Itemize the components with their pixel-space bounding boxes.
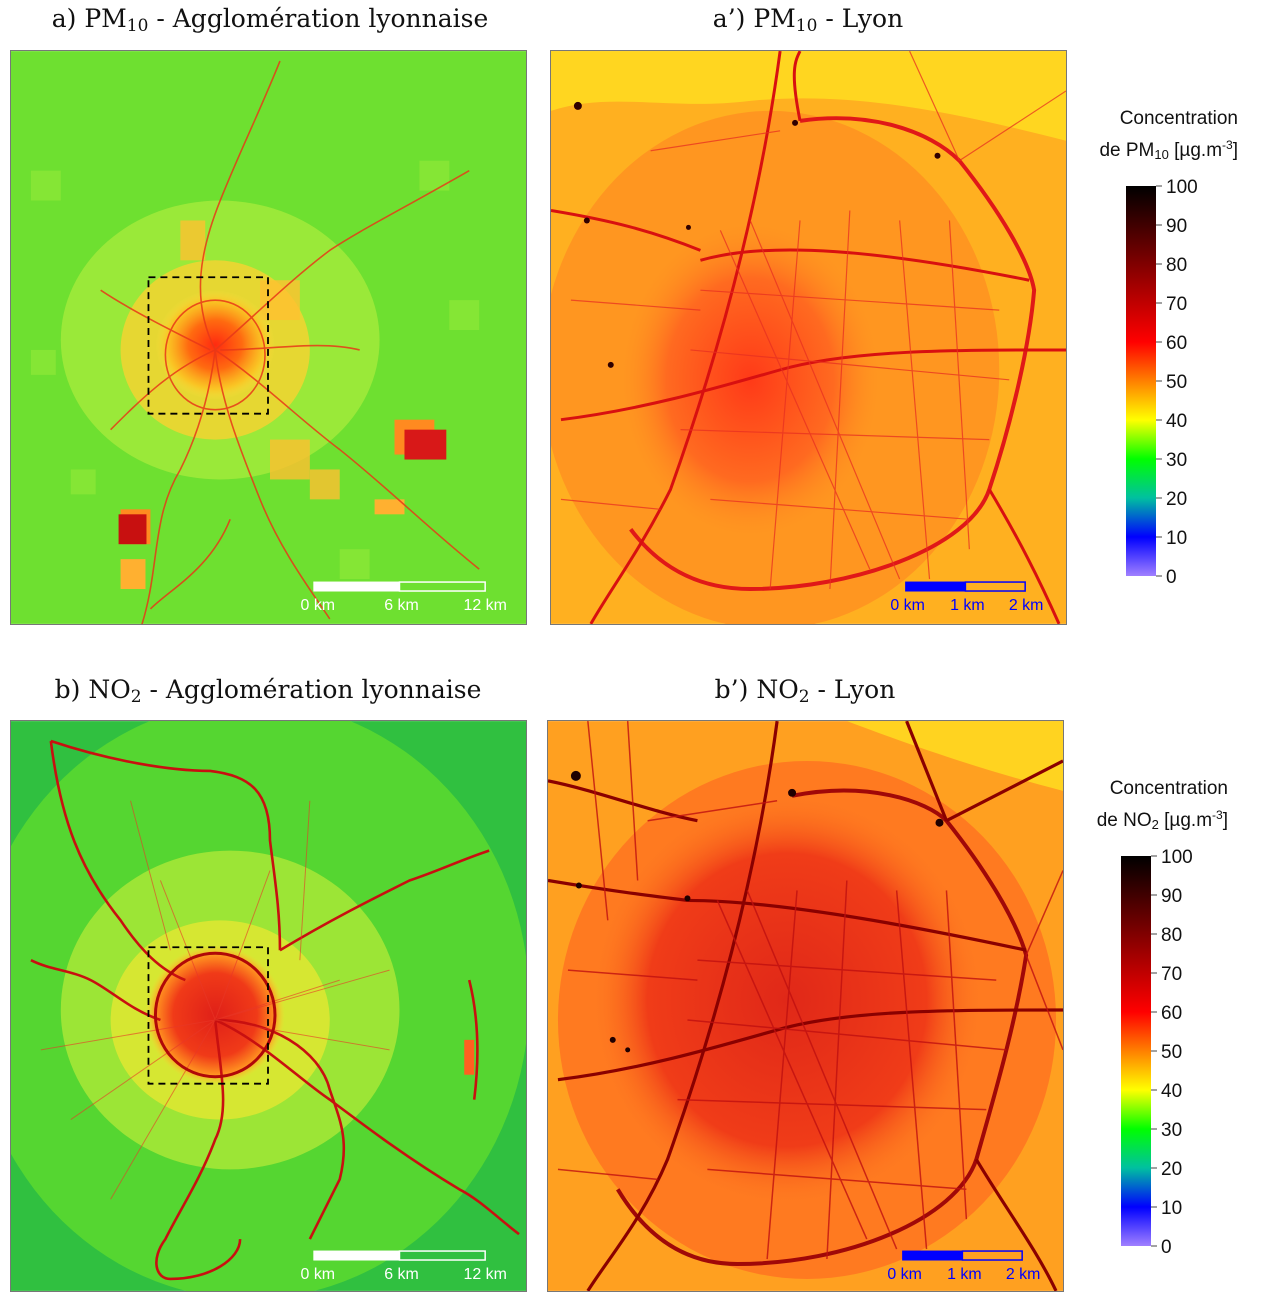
suburb-blocks (180, 220, 340, 500)
colorbar-tick-label: 20 (1161, 1159, 1182, 1180)
scalebar-lyon-label-1: 1 km (947, 1266, 982, 1283)
colorbar-tick-label: 70 (1161, 964, 1182, 985)
colorbar-tick-label: 60 (1166, 333, 1187, 354)
colorbar-tick-label: 0 (1161, 1237, 1172, 1258)
scalebar-label-12: 12 km (463, 597, 506, 614)
background-cells (30, 160, 480, 580)
lyon-zoom-box (147, 276, 269, 415)
scalebar-lyon-label-1: 1 km (950, 597, 985, 614)
colorbar-tick-label: 70 (1166, 294, 1187, 315)
ring-road (629, 116, 1037, 592)
colorbar-tick-label: 40 (1161, 1081, 1182, 1102)
colorbar-tick-label: 10 (1166, 528, 1187, 549)
colorbar-tick-label: 0 (1166, 567, 1177, 588)
colorbar-tick-label: 10 (1161, 1198, 1182, 1219)
main-roads (548, 721, 1063, 1291)
northern-low-zone (551, 51, 1066, 141)
colorbar-tick-label: 100 (1161, 847, 1193, 868)
colorbar-tick-label: 80 (1161, 925, 1182, 946)
city-centre-hotspot (145, 945, 285, 1085)
colorbar-tick-label: 20 (1166, 489, 1187, 510)
motorways (30, 739, 520, 1281)
scalebar-lyon-label-2: 2 km (1006, 1266, 1041, 1283)
scalebar-label-12: 12 km (463, 1266, 506, 1283)
colorbar-no2-title: Concentration de NO2 [µg.m-3] (1096, 778, 1228, 832)
colorbar-tick-label: 80 (1166, 255, 1187, 276)
scalebar-label-6: 6 km (384, 597, 419, 614)
lyon-zoom-box (147, 946, 269, 1085)
scalebar-lyon-label-0: 0 km (890, 597, 925, 614)
colorbar-tick-label: 50 (1166, 372, 1187, 393)
colorbar-tick-label: 40 (1166, 411, 1187, 432)
colorbar-tick-label: 100 (1166, 177, 1198, 198)
panel-a-title: a) PM10 - Agglomération lyonnaise (51, 4, 489, 36)
street-grid (557, 721, 1063, 1260)
scalebar-agglo: 0 km 6 km 12 km (301, 581, 507, 614)
panel-a2-title: a’) PM10 - Lyon (712, 4, 904, 36)
no2-lyon-map: 0 km 1 km 2 km (547, 720, 1064, 1292)
colorbar-gradient (1126, 186, 1156, 576)
panel-b2-title: b’) NO2 - Lyon (714, 675, 896, 707)
scalebar-label-6: 6 km (384, 1266, 419, 1283)
scalebar-lyon-label-0: 0 km (887, 1266, 922, 1283)
ring-road (153, 951, 277, 1079)
scalebar-label-0: 0 km (301, 597, 336, 614)
colorbar-tick-label: 90 (1166, 216, 1187, 237)
colorbar-pm10-title: Concentration de PM10 [µg.m-3] (1099, 108, 1238, 162)
scalebar-lyon: 0 km 1 km 2 km (887, 1250, 1041, 1283)
pm10-lyon-map: 0 km 1 km 2 km (550, 50, 1067, 625)
scalebar-agglo: 0 km 6 km 12 km (301, 1250, 507, 1283)
scalebar-lyon-label-2: 2 km (1009, 597, 1044, 614)
panel-b-title: b) NO2 - Agglomération lyonnaise (54, 675, 482, 707)
peak-spots (573, 101, 941, 368)
scalebar-label-0: 0 km (301, 1266, 336, 1283)
colorbar-tick-label: 60 (1161, 1003, 1182, 1024)
colorbar-tick-label: 90 (1161, 886, 1182, 907)
minor-roads (40, 800, 390, 1200)
street-grid (560, 51, 1066, 590)
scalebar-lyon: 0 km 1 km 2 km (890, 581, 1044, 614)
colorbar-gradient (1121, 856, 1151, 1246)
east-hotspot (464, 1039, 475, 1075)
pm10-agglomeration-map: 0 km 6 km 12 km (10, 50, 527, 625)
centre-hotspot (587, 790, 987, 1210)
main-roads (551, 51, 1066, 624)
industrial-hotspots (118, 419, 447, 590)
no2-agglomeration-map: 0 km 6 km 12 km (10, 720, 527, 1292)
peak-spots (570, 770, 944, 1053)
road-network (100, 60, 480, 624)
colorbar-tick-label: 30 (1166, 450, 1187, 471)
colorbar-tick-label: 30 (1161, 1120, 1182, 1141)
colorbar-tick-label: 50 (1161, 1042, 1182, 1063)
